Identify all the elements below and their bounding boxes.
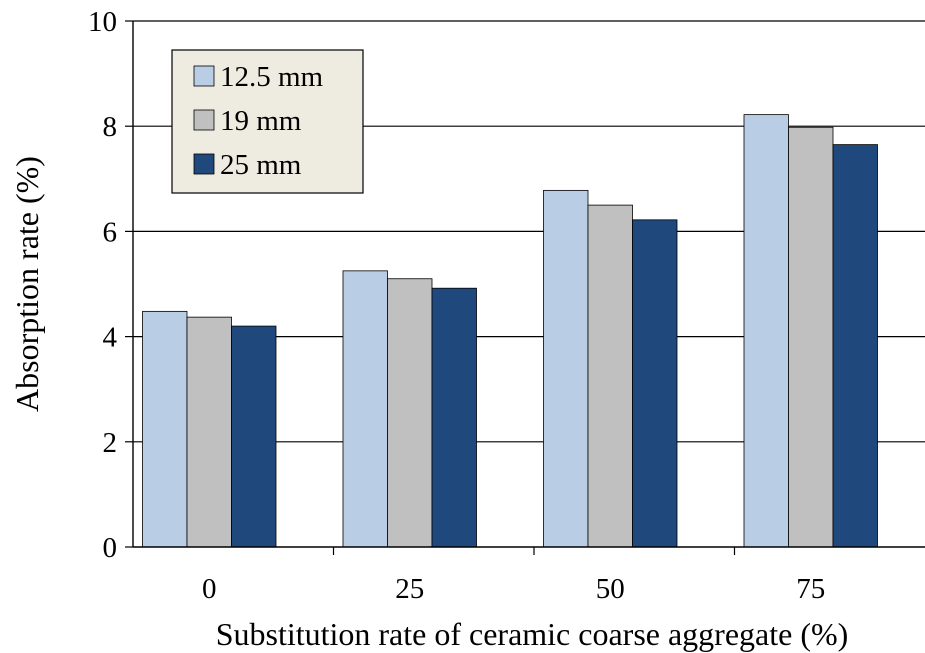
bar (186, 316, 232, 548)
bar (231, 325, 277, 548)
y-axis-title: Absorption rate (%) (9, 156, 45, 412)
bar (543, 189, 589, 548)
bar (832, 144, 878, 548)
x-tick-labels: 0 25 50 75 (202, 573, 825, 605)
x-tick-label: 25 (395, 573, 424, 605)
legend-label: 25 mm (220, 149, 302, 181)
x-tick-label: 50 (596, 573, 625, 605)
legend-label: 19 mm (220, 105, 302, 137)
x-axis-title: Substitution rate of ceramic coarse aggr… (216, 616, 849, 652)
legend-label: 12.5 mm (220, 61, 324, 93)
x-tick-label: 0 (202, 573, 217, 605)
y-tick-label: 0 (103, 532, 118, 564)
bar (142, 310, 188, 548)
bar (587, 204, 633, 548)
y-tick-label: 2 (103, 427, 118, 459)
bar (743, 114, 789, 548)
axes (125, 20, 925, 555)
legend: 12.5 mm 19 mm 25 mm (171, 49, 364, 194)
x-tick-label: 75 (796, 573, 825, 605)
y-tick-label: 6 (103, 216, 118, 248)
legend-swatch (193, 65, 215, 87)
bar (788, 126, 834, 548)
legend-swatch (193, 153, 215, 175)
bars (142, 114, 878, 548)
y-tick-labels: 0 2 4 6 8 10 (88, 6, 118, 564)
y-tick-label: 10 (88, 6, 117, 38)
bar (632, 219, 678, 548)
y-tick-label: 8 (103, 111, 118, 143)
legend-swatch (193, 109, 215, 131)
y-tick-label: 4 (103, 322, 118, 354)
bar (387, 278, 433, 548)
bar (342, 270, 388, 548)
bar (431, 287, 477, 548)
